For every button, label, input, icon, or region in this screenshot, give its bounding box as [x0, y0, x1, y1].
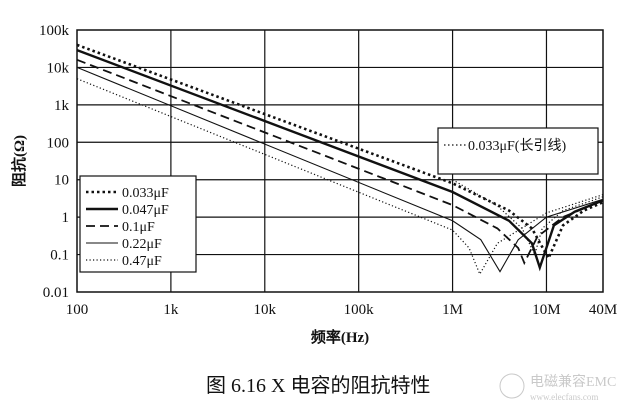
y-tick-label: 0.01	[43, 285, 69, 301]
legend-label: 0.47μF	[122, 254, 162, 269]
y-axis-label: 阻抗(Ω)	[10, 135, 28, 187]
legend-label: 0.1μF	[122, 220, 155, 235]
series-line-022	[76, 66, 604, 273]
tick-labels: 100 1k 10k 100k 1M 10M 40M 100k 10k 1k 100 10 1 0.1 0.…	[39, 23, 617, 318]
y-tick-label: 1k	[54, 98, 70, 114]
x-tick-label: 100	[66, 302, 89, 318]
annotation-box: 0.033μF(长引线)	[437, 127, 599, 175]
legend-label: 0.047μF	[122, 203, 169, 218]
series-group	[76, 43, 604, 276]
x-tick-label: 100k	[344, 302, 375, 318]
series-line-0033	[76, 43, 604, 262]
y-tick-label: 10k	[47, 60, 70, 76]
x-tick-label: 10M	[532, 302, 560, 318]
legend-label: 0.033μF	[122, 186, 169, 201]
series-line-01	[76, 58, 604, 266]
y-tick-label: 100k	[39, 23, 70, 39]
x-tick-label: 10k	[254, 302, 277, 318]
watermark-url: www.elecfans.com	[530, 392, 598, 402]
x-axis-label: 频率(Hz)	[311, 328, 369, 346]
x-tick-label: 1M	[442, 302, 463, 318]
figure-caption: 图 6.16 X 电容的阻抗特性	[206, 374, 430, 397]
annotation-line	[452, 179, 604, 257]
annotation-label: 0.033μF(长引线)	[468, 138, 566, 154]
legend: 0.033μF 0.047μF 0.1μF 0.22μF 0.47μF	[79, 175, 197, 273]
x-tick-label: 1k	[163, 302, 179, 318]
plot-frame	[76, 29, 604, 293]
x-tick-label: 40M	[589, 302, 617, 318]
y-tick-label: 1	[62, 210, 70, 226]
y-tick-label: 0.1	[50, 248, 69, 264]
watermark-text: 电磁兼容EMC	[530, 373, 616, 390]
legend-label: 0.22μF	[122, 237, 162, 252]
y-tick-label: 100	[47, 135, 70, 151]
watermark: 电磁兼容EMC www.elecfans.com	[499, 373, 616, 402]
y-tick-label: 10	[54, 173, 69, 189]
